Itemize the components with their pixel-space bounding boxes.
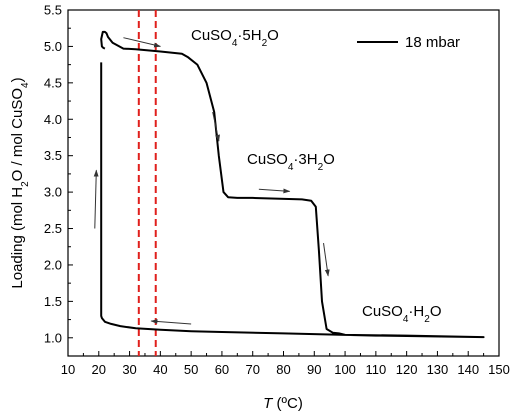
y-tick-label: 5.0: [44, 39, 62, 54]
x-tick-label: 60: [215, 362, 229, 377]
y-tick-label: 2.5: [44, 221, 62, 236]
x-tick-label: 80: [276, 362, 290, 377]
y-tick-label: 2.0: [44, 257, 62, 272]
x-tick-label: 70: [245, 362, 259, 377]
x-tick-label: 10: [61, 362, 75, 377]
y-axis-title: Loading (mol H2O / mol CuSO4): [9, 77, 31, 288]
x-tick-label: 110: [365, 362, 386, 377]
x-tick-label: 90: [307, 362, 321, 377]
x-tick-label: 150: [488, 362, 510, 377]
x-tick-label: 50: [184, 362, 198, 377]
direction-arrow: [123, 37, 162, 48]
series-line: [100, 30, 485, 339]
annotation-monohydrate: CuSO4·H2O: [362, 303, 441, 325]
annotation-pentahydrate: CuSO4·5H2O: [191, 27, 279, 49]
x-tick-label: 20: [92, 362, 106, 377]
legend-label: 18 mbar: [405, 34, 460, 51]
x-tick-label: 120: [396, 362, 418, 377]
direction-arrow: [150, 319, 192, 325]
y-tick-label: 4.5: [44, 75, 62, 90]
direction-arrow: [323, 243, 330, 277]
x-axis-title: T (ºC): [263, 395, 303, 412]
x-tick-label: 100: [334, 362, 356, 377]
direction-arrow: [212, 111, 220, 142]
y-tick-label: 3.0: [44, 185, 62, 200]
y-tick-label: 1.5: [44, 294, 62, 309]
direction-arrow: [258, 188, 291, 194]
x-tick-label: 40: [153, 362, 167, 377]
y-tick-label: 3.5: [44, 148, 62, 163]
y-tick-label: 4.0: [44, 112, 62, 127]
legend: 18 mbar: [357, 34, 460, 51]
x-tick-label: 30: [122, 362, 136, 377]
direction-arrow: [93, 169, 99, 229]
x-tick-label: 140: [457, 362, 479, 377]
x-tick-label: 130: [427, 362, 449, 377]
y-tick-label: 1.0: [44, 330, 62, 345]
y-tick-label: 5.5: [44, 3, 62, 18]
annotation-trihydrate: CuSO4·3H2O: [247, 151, 335, 173]
